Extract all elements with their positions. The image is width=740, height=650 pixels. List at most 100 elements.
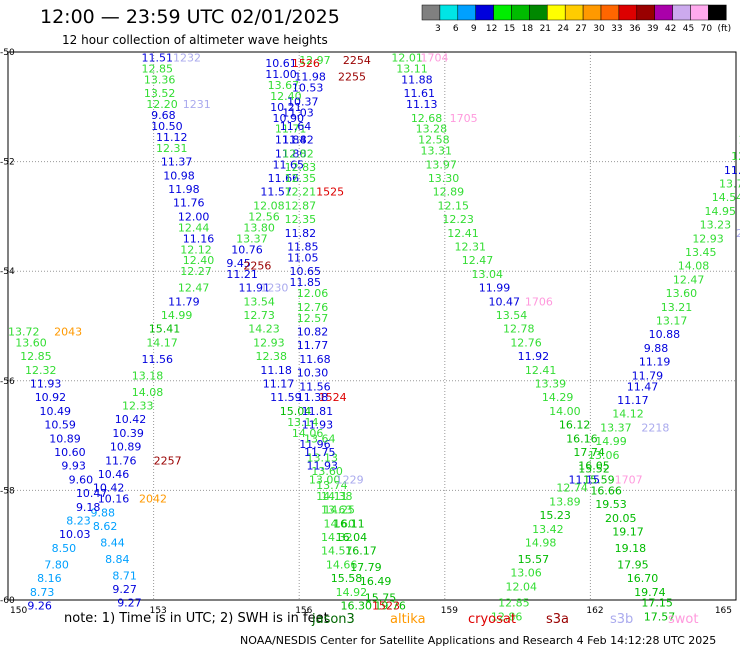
wave-height-point: 11.81 (302, 405, 334, 418)
wave-height-point: 1 (738, 134, 740, 147)
wave-height-point: 12.83 (285, 161, 317, 174)
wave-height-point: 16.05 (578, 460, 610, 473)
wave-height-point: 10.60 (54, 446, 86, 459)
wave-height-point: 15.52 (578, 462, 610, 475)
x-tick-label: 153 (150, 606, 167, 616)
color-scale-tick: 9 (471, 24, 477, 34)
wave-height-point: 14.32 (321, 531, 353, 544)
wave-height-point: 2254 (343, 54, 371, 67)
wave-height-point: 2 (736, 227, 740, 240)
wave-height-point: 16.17 (345, 545, 377, 558)
wave-height-point: 13.17 (656, 315, 688, 328)
wave-height-point: 14.08 (132, 386, 164, 399)
legend-item-s3b: s3b (610, 612, 634, 627)
plot-border (7, 51, 737, 601)
wave-height-point: 9.88 (91, 506, 116, 519)
wave-height-point: 1705 (450, 112, 478, 125)
color-scale-swatch (493, 4, 512, 21)
wave-height-point: 15.23 (539, 509, 571, 522)
wave-height-point: 11.99 (479, 282, 511, 295)
wave-height-point: 9.68 (151, 109, 176, 122)
wave-height-point: 11.37 (161, 156, 193, 169)
wave-height-point: 12.40 (183, 254, 215, 267)
wave-height-point: 14.92 (336, 586, 368, 599)
wave-height-point: 12.47 (178, 282, 210, 295)
color-scale-swatch (690, 4, 709, 21)
wave-height-point: 8.71 (112, 569, 137, 582)
wave-height-point: 9.27 (117, 597, 142, 610)
wave-height-point: 15.41 (149, 323, 181, 336)
wave-height-point: 13.36 (144, 73, 176, 86)
wave-height-point: 12.00 (178, 210, 210, 223)
wave-height-point: 9.45 (226, 257, 251, 270)
wave-height-point: 10.61 (265, 57, 297, 70)
wave-height-point: 13.89 (549, 495, 581, 508)
wave-height-point: 16.04 (336, 531, 368, 544)
color-scale-tick: 15 (504, 24, 515, 34)
wave-height-point: 11.92 (518, 350, 550, 363)
wave-height-point: 12.86 (491, 610, 523, 623)
wave-height-point: 12.85 (498, 597, 529, 610)
color-scale-bar: 3 6 9 12 15 18 21 24 27 30 33 36 39 42 45 70 (ft) (421, 4, 731, 34)
wave-height-point: 1230 (260, 282, 288, 295)
wave-height-point: 11.38 (297, 391, 329, 404)
wave-height-point: 16.11 (333, 517, 365, 530)
color-scale-tick: 12 (486, 24, 497, 34)
wave-height-point: 10.46 (98, 468, 130, 481)
wave-height-point: 11.03 (282, 106, 314, 119)
color-scale-swatch (672, 4, 691, 21)
wave-height-point: 14.38 (321, 490, 353, 503)
wave-height-point: 13.39 (535, 378, 567, 391)
plot-frame (7, 51, 737, 601)
wave-height-point: 12.74 (556, 482, 588, 495)
wave-height-point: 17.15 (641, 597, 673, 610)
wave-height-point: 14.11 (316, 490, 348, 503)
wave-height-point: 11.61 (404, 87, 436, 100)
color-scale-swatch (475, 4, 494, 21)
wave-height-point: 11.77 (297, 339, 329, 352)
color-scale-tick: 6 (453, 24, 459, 34)
wave-height-point: 12.93 (253, 336, 284, 349)
wave-height-point: 13.14 (287, 416, 319, 429)
wave-height-point: 1706 (525, 295, 553, 308)
wave-height-point: 1526 (292, 57, 320, 70)
wave-height-point: 8.23 (66, 515, 91, 528)
wave-height-point: 14.12 (612, 408, 644, 421)
color-scale-tick: 33 (611, 24, 622, 34)
wave-height-point: 13.67 (268, 79, 300, 92)
wave-height-point: 12 (731, 150, 740, 163)
wave-height-point: 11.17 (617, 394, 649, 407)
color-scale-swatch (547, 4, 566, 21)
wave-height-point: 13.37 (236, 232, 268, 245)
wave-height-point: 16.16 (566, 432, 598, 445)
wave-height-point: 2043 (54, 325, 82, 338)
wave-height-point: 8.73 (30, 586, 55, 599)
wave-height-point: 12.41 (447, 227, 479, 240)
legend-item-swot: swot (668, 612, 699, 627)
wave-height-point: 11.47 (627, 380, 659, 393)
wave-height-point: 11.88 (401, 73, 433, 86)
wave-height-point: 14.17 (146, 336, 178, 349)
wave-height-point: 11.93 (302, 419, 334, 432)
chart-note: note: 1) Time is in UTC; 2) SWH is in fe… (64, 611, 329, 626)
wave-height-point: 15.75 (365, 591, 397, 604)
wave-height-point: 12.31 (455, 241, 487, 254)
wave-height-point: 8.16 (37, 572, 62, 585)
wave-height-point: 9.88 (644, 342, 669, 355)
wave-height-point: 15.59 (583, 473, 615, 486)
wave-height-point: 11.80 (275, 147, 307, 160)
wave-height-point: 1524 (319, 391, 347, 404)
wave-height-point: 11.79 (168, 295, 200, 308)
wave-height-point: 11.19 (639, 356, 671, 369)
wave-height-point: 9.93 (61, 460, 86, 473)
wave-height-point: 13.60 (15, 336, 47, 349)
wave-height-point: 11.85 (287, 241, 319, 254)
wave-height-point: 11.85 (289, 276, 321, 289)
wave-height-point: 10.21 (270, 101, 302, 114)
wave-height-point: 9.27 (112, 583, 137, 596)
color-scale-tick: 30 (593, 24, 605, 34)
wave-height-point: 12.78 (503, 323, 535, 336)
wave-height-point: 10.42 (115, 413, 147, 426)
wave-height-point: 13.06 (588, 449, 620, 462)
color-scale-swatch (636, 4, 655, 21)
